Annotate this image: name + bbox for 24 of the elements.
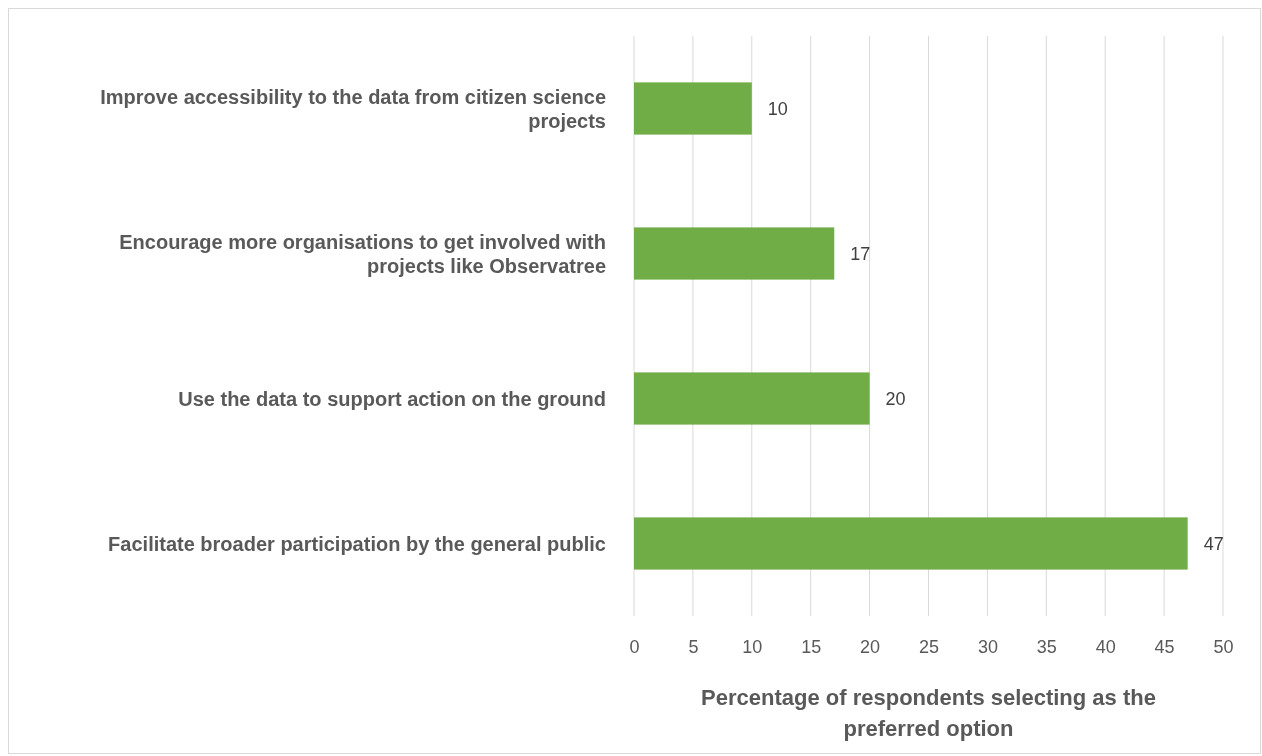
bar [634, 372, 870, 425]
bar [634, 227, 835, 280]
x-tick-label: 25 [918, 636, 940, 657]
data-label: 17 [850, 243, 871, 264]
data-label: 20 [885, 388, 906, 409]
x-tick-label: 15 [801, 636, 822, 657]
x-tick-label: 10 [742, 636, 763, 657]
x-tick-label: 35 [1036, 636, 1057, 657]
data-label: 47 [1203, 533, 1224, 554]
x-tick-label: 30 [977, 636, 998, 657]
x-tick-label: 0 [629, 636, 640, 657]
data-label: 10 [767, 98, 788, 119]
x-tick-label: 20 [860, 636, 881, 657]
bar [634, 82, 752, 135]
x-tick-label: 45 [1154, 636, 1175, 657]
y-tick-label: Encourage more organisations to get involved with projects like Observatree [119, 230, 606, 277]
x-axis-title: Percentage of respondents selecting as the preferred option [701, 684, 1156, 741]
y-tick-label: Facilitate broader participation by the general public [108, 532, 606, 555]
y-tick-label: Use the data to support action on the ground [178, 387, 606, 410]
bar [634, 517, 1188, 570]
x-tick-label: 5 [688, 636, 699, 657]
x-tick-label: 50 [1213, 636, 1234, 657]
x-tick-label: 40 [1095, 636, 1116, 657]
y-tick-label: Improve accessibility to the data from citizen science projects [100, 85, 606, 132]
